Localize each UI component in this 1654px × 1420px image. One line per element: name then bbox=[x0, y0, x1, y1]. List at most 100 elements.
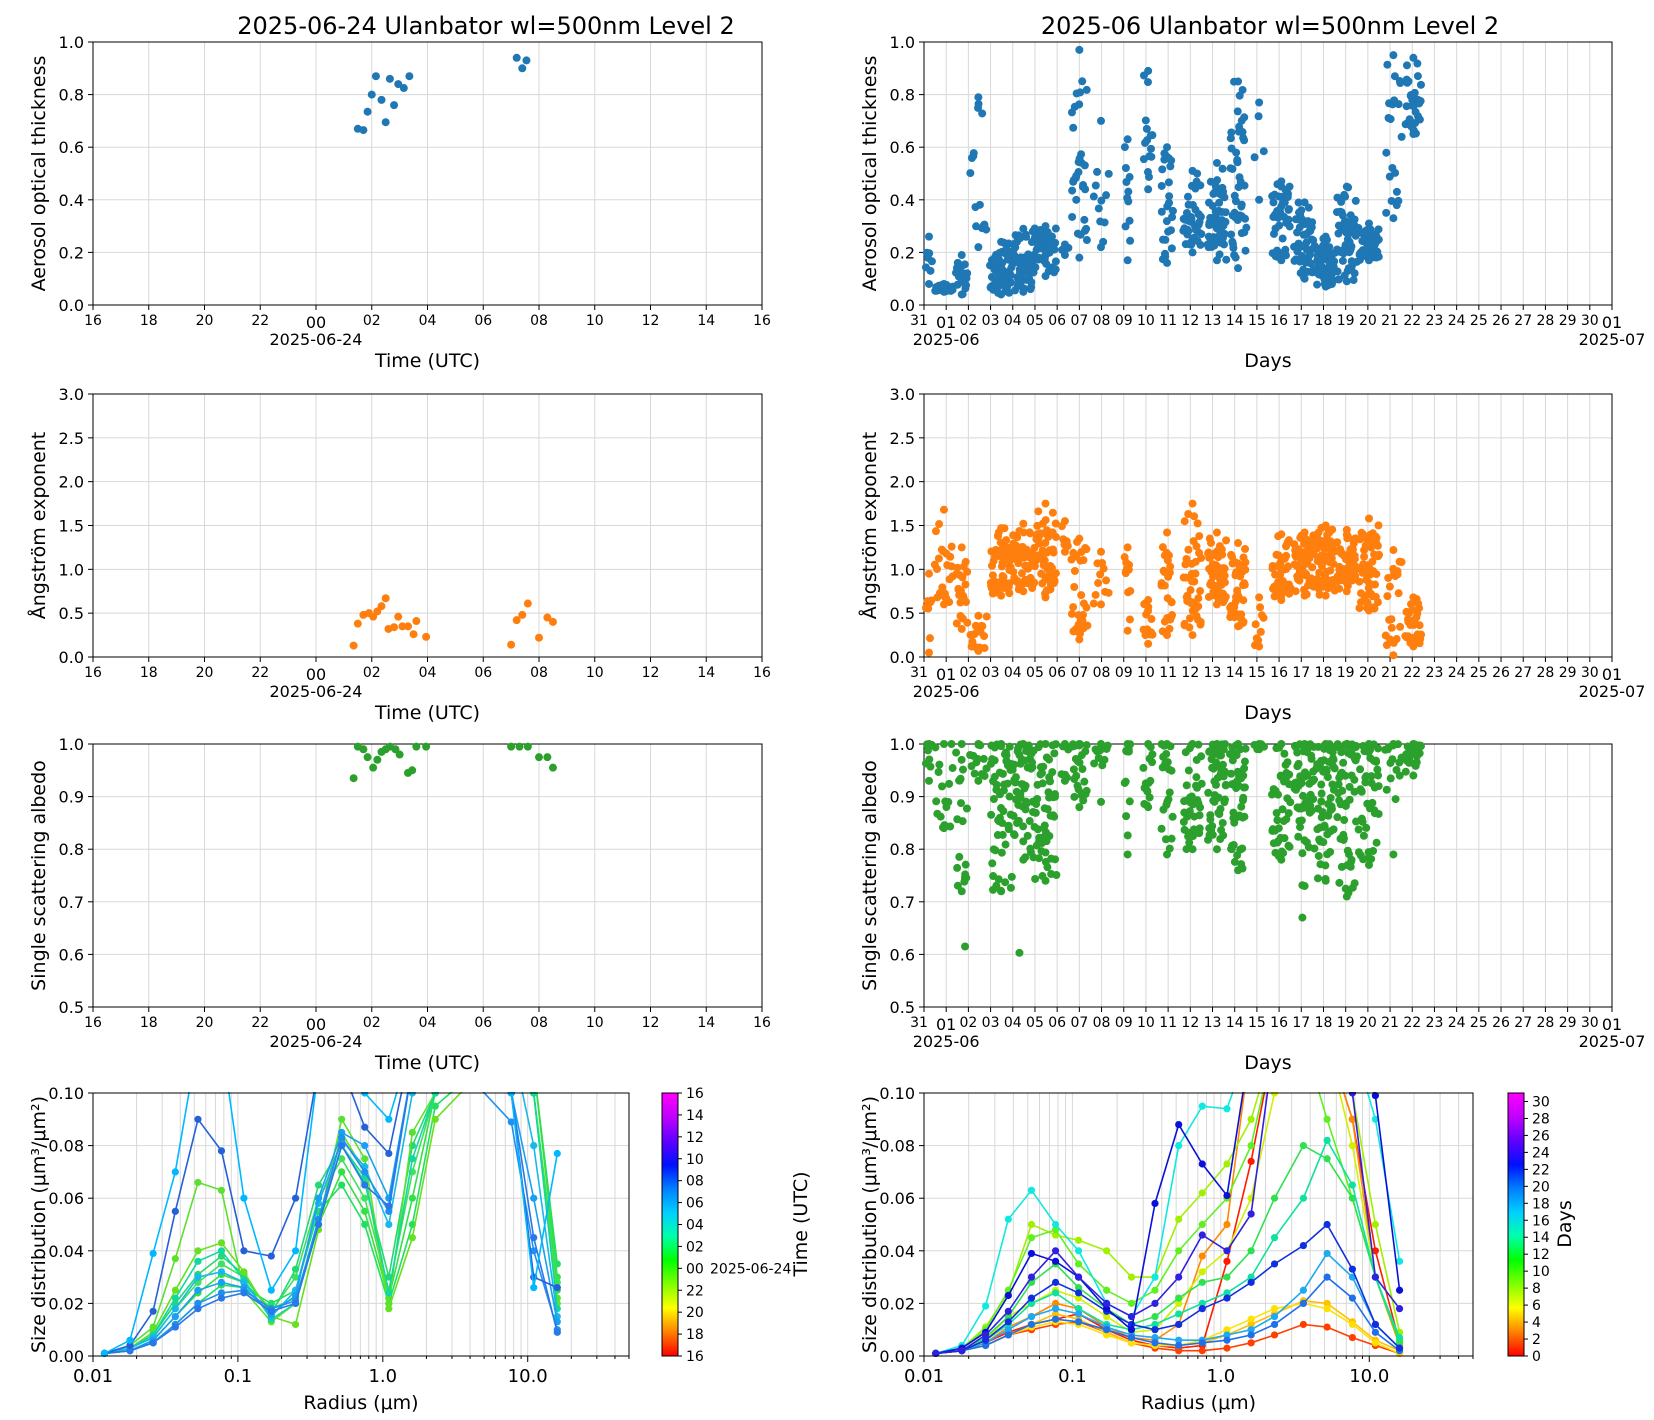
monthly-aot-xtick-label: 27 bbox=[1514, 313, 1532, 329]
monthly-size-distribution-series-point bbox=[1247, 1315, 1255, 1323]
monthly-aot-xtick-label: 30 bbox=[1581, 313, 1599, 329]
monthly-aot-xtick-label: 12 bbox=[1181, 313, 1199, 329]
monthly-aot-point bbox=[1197, 229, 1206, 238]
monthly-ssa-point bbox=[1356, 765, 1365, 774]
monthly-aot-point bbox=[1184, 227, 1193, 236]
monthly-aot-point bbox=[1168, 213, 1177, 222]
daily-size-distribution-series-point bbox=[408, 1234, 416, 1242]
monthly-size-distribution-series-group bbox=[932, 1092, 1404, 1357]
monthly-colorbar-tick-label: 26 bbox=[1532, 1128, 1550, 1144]
monthly-ssa-xtick-label: 01 bbox=[936, 1015, 956, 1034]
monthly-ssa-point bbox=[990, 756, 999, 765]
monthly-size-distribution-series-line bbox=[935, 1252, 1401, 1355]
monthly-aot-xtick-label: 29 bbox=[1559, 313, 1577, 329]
monthly-angstrom-point bbox=[1070, 582, 1079, 591]
monthly-aot-point bbox=[997, 290, 1006, 299]
monthly-aot-point bbox=[1284, 205, 1293, 214]
daily-size-distribution-series-point bbox=[126, 1341, 134, 1350]
monthly-aot-point bbox=[1060, 240, 1069, 249]
monthly-angstrom-point bbox=[1082, 545, 1091, 554]
daily-size-distribution-series-point bbox=[338, 1128, 346, 1137]
monthly-angstrom-point bbox=[1051, 519, 1060, 528]
monthly-ssa-point bbox=[1165, 788, 1174, 797]
monthly-size-distribution-series-point bbox=[1051, 1299, 1060, 1307]
monthly-aot-point bbox=[1283, 192, 1292, 201]
monthly-angstrom-point bbox=[1417, 630, 1426, 639]
daily-aot-xtick-label: 10 bbox=[586, 313, 604, 329]
monthly-angstrom-point bbox=[1041, 516, 1050, 525]
monthly-aot-point bbox=[1416, 80, 1425, 89]
monthly-aot-xtick-label: 06 bbox=[1048, 313, 1066, 329]
monthly-angstrom-point bbox=[1123, 626, 1132, 635]
monthly-size-distribution-series-point bbox=[1127, 1333, 1136, 1342]
daily-size-distribution-series-point bbox=[361, 1142, 369, 1150]
monthly-aot-point bbox=[1227, 230, 1236, 239]
monthly-size-distribution-series-point bbox=[1223, 1273, 1231, 1281]
daily-size-distribution-series-point bbox=[194, 1305, 202, 1313]
monthly-aot-point bbox=[1351, 196, 1360, 205]
monthly-angstrom-xtick-label: 20 bbox=[1359, 665, 1377, 681]
monthly-ssa-point bbox=[1208, 822, 1217, 831]
monthly-angstrom-point bbox=[1284, 562, 1293, 571]
monthly-angstrom-point bbox=[1239, 596, 1248, 605]
daily-aot-point bbox=[390, 101, 399, 110]
monthly-size-distribution-series-point bbox=[1198, 1102, 1206, 1110]
monthly-angstrom-point bbox=[939, 505, 948, 514]
daily-colorbar-tick-label: 14 bbox=[686, 1108, 704, 1124]
monthly-ssa-point bbox=[1240, 764, 1249, 773]
daily-size-distribution-series-line bbox=[104, 1092, 559, 1355]
daily-size-distribution-series-point bbox=[385, 1220, 393, 1229]
monthly-ssa-point bbox=[1388, 755, 1397, 764]
daily-size-distribution-ytick-label: 0.10 bbox=[48, 1084, 84, 1103]
monthly-ssa-point bbox=[1220, 740, 1229, 749]
daily-angstrom-xtick-label: 08 bbox=[530, 665, 548, 681]
monthly-angstrom-point bbox=[1251, 620, 1260, 629]
daily-size-distribution-ytick-label: 0.06 bbox=[48, 1189, 84, 1208]
monthly-angstrom-xtick-label: 22 bbox=[1403, 665, 1421, 681]
monthly-ssa-point bbox=[1296, 823, 1305, 832]
monthly-ssa-point bbox=[1185, 838, 1194, 847]
monthly-angstrom-xtick-month: 2025-07 bbox=[1579, 682, 1646, 701]
monthly-size-distribution-series-point bbox=[1074, 1247, 1083, 1255]
daily-colorbar-tick-label: 18 bbox=[686, 1327, 704, 1343]
daily-aot-point bbox=[399, 84, 408, 93]
monthly-ssa-point bbox=[1081, 747, 1090, 756]
monthly-angstrom-xtick-label: 13 bbox=[1204, 665, 1222, 681]
monthly-angstrom-xtick-label: 23 bbox=[1426, 665, 1444, 681]
monthly-ssa-point bbox=[1075, 803, 1084, 812]
monthly-aot-ylabel: Aerosol optical thickness bbox=[859, 56, 881, 292]
monthly-angstrom-xtick-label: 25 bbox=[1470, 665, 1488, 681]
daily-colorbar-tick-label: 12 bbox=[686, 1130, 704, 1146]
monthly-aot-point bbox=[1120, 143, 1129, 152]
daily-size-distribution-series-point bbox=[314, 1220, 323, 1229]
monthly-size-distribution-series-point bbox=[1103, 1326, 1111, 1334]
monthly-size-distribution-series-point bbox=[1151, 1299, 1159, 1307]
monthly-ssa-point bbox=[1010, 760, 1019, 769]
monthly-angstrom-point bbox=[1123, 543, 1132, 552]
monthly-ssa-point bbox=[1342, 892, 1351, 901]
monthly-ssa-xtick-label: 25 bbox=[1470, 1015, 1488, 1031]
monthly-angstrom-point bbox=[1373, 598, 1382, 607]
monthly-size-distribution-series-point bbox=[1371, 1247, 1380, 1255]
monthly-size-distribution-series-point bbox=[1223, 1294, 1231, 1302]
monthly-angstrom-point bbox=[1048, 508, 1057, 517]
daily-size-distribution-ytick-label: 0.02 bbox=[48, 1294, 84, 1313]
daily-size-distribution-series-point bbox=[126, 1347, 134, 1355]
daily-aot-ytick-label: 0.0 bbox=[59, 296, 84, 315]
monthly-ssa-point bbox=[1364, 860, 1373, 869]
monthly-size-distribution-ytick-label: 0.00 bbox=[879, 1347, 915, 1366]
monthly-ssa-point bbox=[1368, 798, 1377, 807]
monthly-aot-point bbox=[1082, 85, 1091, 94]
monthly-ssa-point bbox=[1050, 812, 1059, 821]
monthly-ssa-point bbox=[1139, 763, 1148, 772]
monthly-aot-point bbox=[1238, 128, 1247, 137]
monthly-ssa-point bbox=[1005, 792, 1014, 801]
monthly-ssa-point bbox=[1043, 863, 1052, 872]
monthly-size-distribution-series-point bbox=[1051, 1257, 1060, 1265]
monthly-ssa-point bbox=[1255, 740, 1264, 748]
monthly-angstrom-point bbox=[1284, 536, 1293, 545]
daily-colorbar-tick-date: 2025-06-24 bbox=[710, 1261, 791, 1277]
monthly-ssa-point bbox=[1005, 742, 1014, 751]
monthly-ssa-point bbox=[1123, 740, 1132, 748]
monthly-ssa-point bbox=[1234, 866, 1243, 875]
